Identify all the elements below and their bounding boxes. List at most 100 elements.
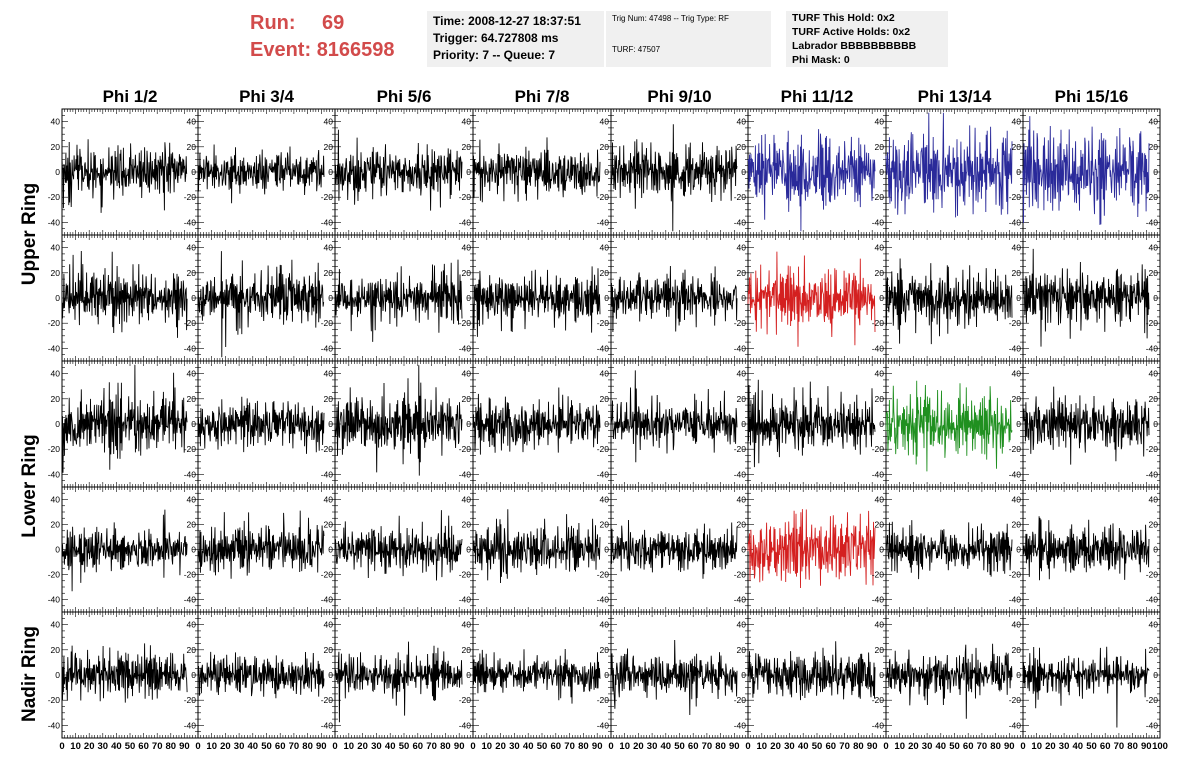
y-tick-label: -20 xyxy=(321,444,334,454)
y-tick-label: -40 xyxy=(872,217,885,227)
y-tick-label: -40 xyxy=(48,469,61,479)
y-tick-label: -20 xyxy=(1009,192,1022,202)
y-tick-label: 20 xyxy=(600,142,610,152)
y-tick-label: 0 xyxy=(1153,545,1158,555)
y-tick-label: 40 xyxy=(324,243,334,253)
y-tick-label: 20 xyxy=(324,394,334,404)
y-tick-label: 0 xyxy=(1016,419,1021,429)
y-tick-label: -40 xyxy=(48,217,61,227)
y-tick-label: 20 xyxy=(187,142,197,152)
y-tick-label: 40 xyxy=(462,117,472,127)
y-tick-label: -40 xyxy=(1009,595,1022,605)
y-tick-label: 0 xyxy=(1153,293,1158,303)
y-tick-label: 40 xyxy=(51,369,61,379)
y-tick-label: 0 xyxy=(741,293,746,303)
waveform-trace xyxy=(335,510,462,580)
y-tick-label: 40 xyxy=(875,495,885,505)
waveform-trace xyxy=(1023,116,1149,225)
y-tick-label: -20 xyxy=(321,318,334,328)
y-tick-label: 40 xyxy=(1012,117,1022,127)
waveform-trace xyxy=(1023,516,1149,580)
y-tick-label: -20 xyxy=(459,192,472,202)
y-tick-label: 0 xyxy=(328,545,333,555)
y-tick-label: 0 xyxy=(1153,419,1158,429)
y-tick-label: 20 xyxy=(737,268,747,278)
y-tick-label: -40 xyxy=(184,469,197,479)
y-tick-label: -20 xyxy=(184,444,197,454)
y-tick-label: -20 xyxy=(1009,444,1022,454)
y-tick-label: 20 xyxy=(875,520,885,530)
y-tick-label: 20 xyxy=(462,520,472,530)
y-tick-label: -40 xyxy=(734,595,747,605)
y-tick-label: -40 xyxy=(1146,343,1159,353)
y-tick-label: 40 xyxy=(737,117,747,127)
y-tick-label: 20 xyxy=(1149,268,1159,278)
y-tick-label: -40 xyxy=(597,595,610,605)
panel-r2-c6: -40 -20 0 20 40 xyxy=(872,361,1023,487)
y-tick-label: 0 xyxy=(466,419,471,429)
y-tick-label: 0 xyxy=(466,167,471,177)
y-tick-label: -40 xyxy=(459,217,472,227)
y-tick-label: -20 xyxy=(321,570,334,580)
y-tick-label: 40 xyxy=(600,117,610,127)
panel-r0-c3: -40 -20 0 20 40 xyxy=(459,109,611,235)
waveform-trace xyxy=(748,509,875,588)
panel-r3-c5: -40 -20 0 20 40 xyxy=(734,487,886,612)
y-tick-label: -40 xyxy=(597,217,610,227)
y-tick-label: 0 xyxy=(741,545,746,555)
y-tick-label: -20 xyxy=(459,444,472,454)
y-tick-label: 40 xyxy=(1149,495,1159,505)
waveform-trace xyxy=(473,509,600,583)
y-tick-label: -20 xyxy=(48,318,61,328)
y-tick-label: 40 xyxy=(462,369,472,379)
y-tick-label: -20 xyxy=(734,570,747,580)
waveform-trace xyxy=(473,137,600,202)
y-tick-label: -40 xyxy=(734,217,747,227)
y-tick-label: 20 xyxy=(187,520,197,530)
y-tick-label: -20 xyxy=(597,192,610,202)
y-tick-label: 20 xyxy=(600,268,610,278)
y-tick-label: 40 xyxy=(875,369,885,379)
y-tick-label: 0 xyxy=(466,293,471,303)
waveform-trace xyxy=(886,259,1012,345)
y-tick-label: 0 xyxy=(191,167,196,177)
waveform-trace xyxy=(611,266,737,332)
y-tick-label: -20 xyxy=(1009,570,1022,580)
y-tick-label: -20 xyxy=(872,318,885,328)
waveform-trace xyxy=(748,252,875,347)
y-tick-label: 0 xyxy=(1016,167,1021,177)
y-tick-label: 40 xyxy=(600,369,610,379)
y-tick-label: -20 xyxy=(872,570,885,580)
y-tick-label: -20 xyxy=(1146,570,1159,580)
y-tick-label: 20 xyxy=(737,520,747,530)
y-tick-label: 40 xyxy=(1149,117,1159,127)
y-tick-label: -20 xyxy=(48,192,61,202)
y-tick-label: 20 xyxy=(1012,394,1022,404)
y-tick-label: -20 xyxy=(1009,318,1022,328)
y-tick-label: 40 xyxy=(737,369,747,379)
y-tick-label: 40 xyxy=(737,495,747,505)
y-tick-label: -40 xyxy=(1009,469,1022,479)
waveform-trace xyxy=(1023,387,1149,465)
y-tick-label: -20 xyxy=(48,570,61,580)
y-tick-label: 40 xyxy=(600,243,610,253)
y-tick-label: 20 xyxy=(324,268,334,278)
